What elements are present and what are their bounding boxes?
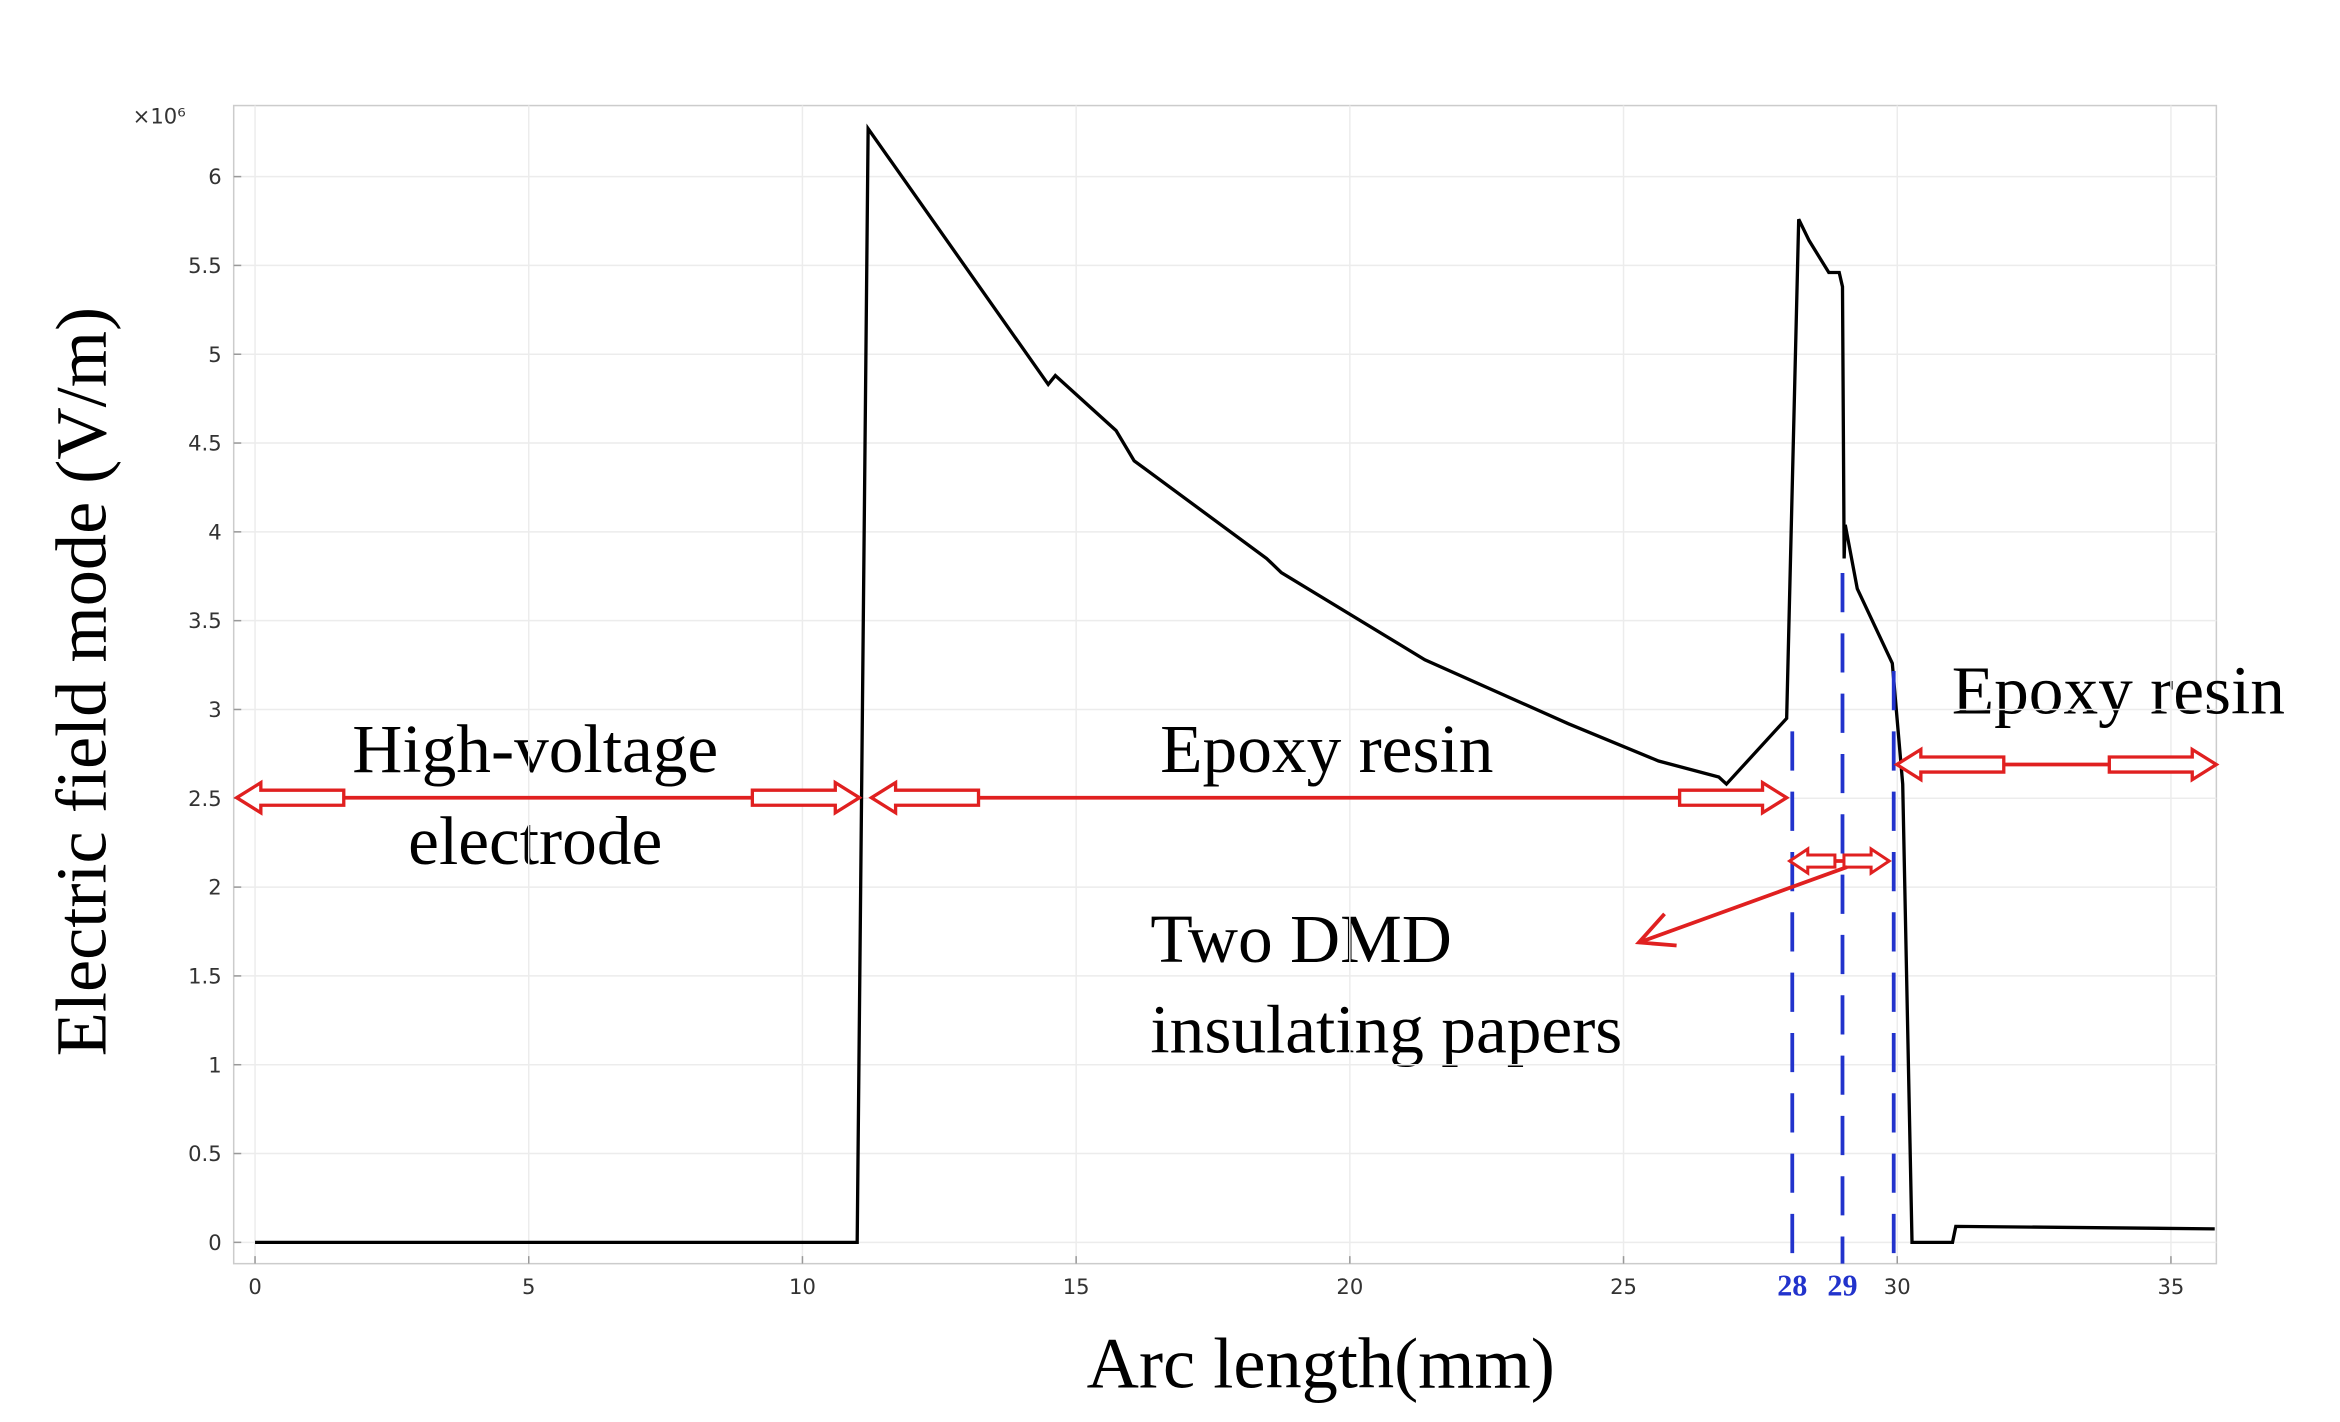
boundary-label: 29 xyxy=(1827,1268,1857,1302)
data-line xyxy=(255,123,2215,1245)
x-tick-label: 30 xyxy=(1884,1274,1911,1299)
arrow-head xyxy=(233,779,346,816)
arrow-head xyxy=(1786,846,1837,876)
y-tick-label: 0 xyxy=(208,1230,221,1255)
plot-frame xyxy=(232,104,2218,1265)
arrow-head xyxy=(750,779,863,816)
y-tick-label: 5.5 xyxy=(188,253,222,278)
x-tick-label: 20 xyxy=(1336,1274,1363,1299)
x-tick-label: 25 xyxy=(1610,1274,1637,1299)
y-tick-label: 3.5 xyxy=(188,608,222,633)
pointer-head xyxy=(1634,912,1677,948)
pointer-line xyxy=(1638,865,1848,945)
y-tick-label: 4.5 xyxy=(188,431,222,456)
annotation: electrode xyxy=(408,803,662,880)
y-tick-label: 5 xyxy=(208,342,221,367)
annotation: Two DMD xyxy=(1150,901,1451,978)
y-tick-label: 2 xyxy=(208,875,221,900)
arrow-head xyxy=(1893,746,2006,783)
y-tick-label: 4 xyxy=(208,519,221,544)
x-axis-label: Arc length(mm) xyxy=(1087,1323,1555,1403)
annotation: Epoxy resin xyxy=(1160,711,1493,788)
x-tick-label: 5 xyxy=(522,1274,535,1299)
x-tick-label: 10 xyxy=(789,1274,816,1299)
y-multiplier: ×10⁶ xyxy=(133,104,186,129)
y-tick-label: 6 xyxy=(208,164,221,189)
y-tick-label: 0.5 xyxy=(188,1141,222,1166)
annotation: Epoxy resin xyxy=(1952,652,2285,729)
arrow-head xyxy=(1677,779,1790,816)
x-tick-label: 15 xyxy=(1063,1274,1090,1299)
y-tick-label: 3 xyxy=(208,697,221,722)
y-tick-label: 2.5 xyxy=(188,786,222,811)
arrow-head xyxy=(1842,846,1892,876)
boundary-label: 28 xyxy=(1777,1268,1807,1302)
annotation: insulating papers xyxy=(1150,992,1622,1069)
y-tick-label: 1 xyxy=(208,1052,221,1077)
arrow-head xyxy=(2107,746,2220,783)
x-tick-label: 35 xyxy=(2158,1274,2185,1299)
x-tick-label: 0 xyxy=(248,1274,261,1299)
annotation: High-voltage xyxy=(352,711,718,788)
arrow-head xyxy=(868,779,981,816)
y-axis-label: Electric field mode (V/m) xyxy=(42,307,122,1056)
y-tick-label: 1.5 xyxy=(188,963,222,988)
